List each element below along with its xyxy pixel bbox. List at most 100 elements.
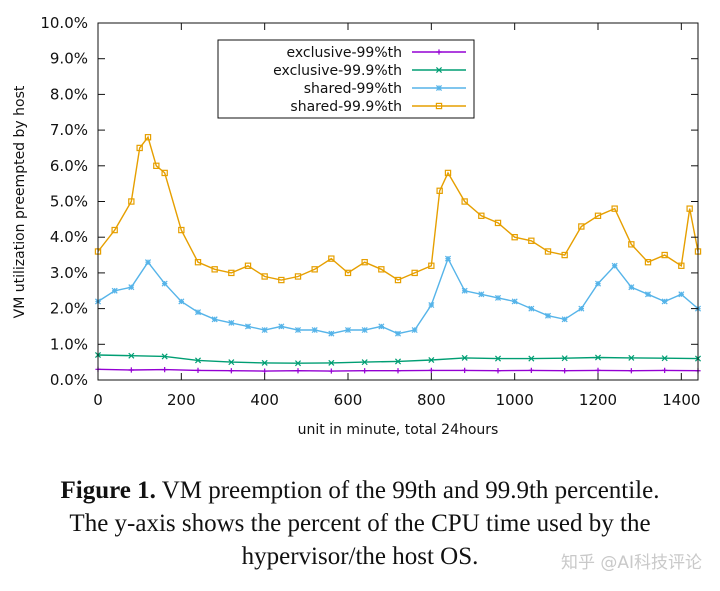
- y-tick-label: 8.0%: [50, 85, 88, 103]
- data-point: [544, 248, 552, 255]
- series-exclusive-99.9%th: [94, 351, 702, 367]
- data-point: [194, 258, 202, 266]
- data-point: [494, 294, 502, 301]
- data-point: [544, 312, 552, 319]
- data-point: [378, 266, 385, 273]
- data-point: [311, 326, 318, 334]
- x-tick-label: 800: [417, 391, 446, 409]
- legend: exclusive-99%th exclusive-99.9%th shared-9…: [217, 39, 475, 119]
- data-point: [461, 354, 468, 361]
- data-point: [228, 269, 235, 277]
- y-tick-label: 0.0%: [50, 371, 88, 389]
- legend-label: shared-99.9%th: [290, 99, 402, 115]
- caption-text-1: VM preemption of the 99th and 99.9th per…: [161, 477, 660, 504]
- data-point: [328, 368, 334, 374]
- data-point: [644, 258, 652, 266]
- caption-line-1: Figure 1. VM preemption of the 99th and …: [0, 474, 720, 507]
- x-tick-label: 1400: [662, 391, 700, 409]
- data-point: [128, 352, 135, 359]
- figure-caption: Figure 1. VM preemption of the 99th and …: [0, 474, 720, 573]
- data-point: [178, 298, 185, 305]
- data-point: [294, 360, 302, 367]
- data-point: [161, 280, 168, 287]
- y-tick-label: 4.0%: [50, 228, 88, 246]
- legend-swatch-marker: [435, 84, 443, 92]
- data-point: [478, 212, 485, 219]
- data-point: [178, 226, 185, 234]
- caption-line-2: The y-axis shows the percent of the CPU …: [69, 510, 651, 537]
- data-point: [561, 355, 568, 362]
- data-point: [428, 356, 435, 364]
- data-point: [128, 367, 134, 373]
- data-point: [661, 298, 668, 305]
- legend-swatch-marker: [436, 49, 442, 55]
- data-point: [444, 255, 452, 262]
- data-point: [228, 319, 235, 326]
- data-point: [411, 269, 418, 277]
- data-point: [294, 326, 302, 334]
- data-point: [528, 305, 535, 312]
- y-tick-label: 3.0%: [50, 264, 88, 282]
- data-point: [661, 251, 668, 259]
- data-point: [678, 291, 685, 298]
- x-tick-label: 400: [250, 391, 279, 409]
- data-point: [294, 273, 302, 280]
- data-point: [394, 330, 402, 337]
- data-point: [361, 326, 368, 334]
- x-tick-label: 1200: [579, 391, 617, 409]
- data-point: [595, 367, 601, 373]
- data-point: [261, 326, 268, 334]
- data-point: [161, 169, 168, 177]
- series-shared-99%th: [94, 255, 702, 337]
- data-point: [578, 305, 585, 312]
- data-point: [561, 316, 568, 323]
- data-point: [111, 226, 118, 234]
- x-tick-label: 0: [93, 391, 103, 409]
- x-tick-label: 600: [334, 391, 363, 409]
- y-tick-label: 7.0%: [50, 121, 88, 139]
- y-tick-label: 9.0%: [50, 50, 88, 68]
- data-point: [511, 298, 518, 305]
- data-point: [678, 262, 685, 269]
- data-point: [128, 198, 135, 205]
- legend-label: exclusive-99.9%th: [273, 63, 402, 79]
- watermark: 知乎 @AI科技评论: [560, 553, 702, 573]
- data-point: [428, 367, 434, 373]
- data-point: [562, 368, 568, 374]
- data-point: [295, 368, 301, 374]
- data-point: [344, 326, 352, 334]
- caption-line-3: hypervisor/the host OS.: [241, 543, 479, 570]
- data-point: [261, 359, 268, 366]
- data-point: [211, 316, 218, 323]
- series-line: [97, 135, 699, 281]
- data-point: [262, 368, 268, 374]
- data-point: [661, 355, 668, 362]
- y-tick-label: 10.0%: [40, 14, 88, 32]
- data-point: [395, 368, 401, 374]
- data-point: [628, 284, 635, 291]
- legend-label: shared-99%th: [304, 81, 402, 97]
- data-point: [594, 280, 602, 287]
- legend-box: [217, 39, 475, 119]
- series-shared-99.9%th: [94, 134, 702, 284]
- data-point: [328, 255, 335, 262]
- data-point: [594, 212, 602, 219]
- data-point: [644, 291, 652, 298]
- data-point: [628, 368, 634, 374]
- data-point: [311, 266, 318, 273]
- data-point: [244, 262, 252, 269]
- data-point: [686, 205, 693, 212]
- data-point: [144, 134, 152, 141]
- data-point: [161, 353, 168, 360]
- data-point: [611, 205, 618, 212]
- data-point: [428, 302, 435, 309]
- data-point: [144, 259, 152, 266]
- legend-swatch-marker: [435, 66, 443, 74]
- series-layer: [94, 134, 702, 374]
- data-point: [328, 330, 335, 337]
- data-point: [528, 367, 534, 373]
- data-point: [461, 287, 468, 294]
- data-point: [261, 273, 268, 280]
- data-point: [394, 276, 402, 284]
- legend-swatch-marker: [435, 102, 443, 110]
